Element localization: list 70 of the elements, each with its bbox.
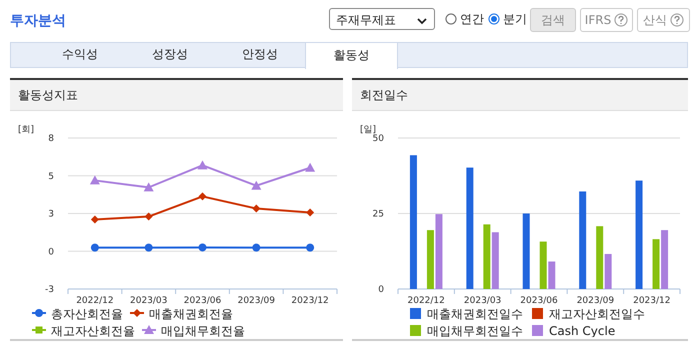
x-tick-label: 2023/06 bbox=[184, 296, 222, 306]
x-tick-label: 2023/09 bbox=[238, 296, 276, 306]
bar bbox=[652, 239, 660, 289]
y-tick-label: 50 bbox=[372, 134, 384, 144]
bar bbox=[540, 242, 547, 289]
bar bbox=[522, 214, 530, 289]
chart-title: 활동성지표 bbox=[10, 80, 343, 111]
bar bbox=[426, 230, 434, 289]
y-tick-label: 8 bbox=[48, 134, 54, 144]
point bbox=[144, 212, 153, 221]
point bbox=[90, 244, 99, 252]
y-tick-label: 0 bbox=[48, 247, 54, 258]
x-tick-label: 2023/09 bbox=[576, 296, 614, 306]
text: 수익성 bbox=[61, 46, 99, 63]
bar bbox=[604, 254, 612, 289]
point bbox=[90, 216, 99, 224]
point bbox=[198, 192, 206, 200]
text: 투자분석 bbox=[10, 12, 66, 30]
legend-label: 재고자산회전율 bbox=[51, 324, 135, 338]
x-tick-label: 2023/12 bbox=[633, 296, 670, 306]
text: 연간 bbox=[459, 11, 484, 28]
point bbox=[144, 244, 153, 252]
point bbox=[306, 244, 314, 252]
bar bbox=[636, 180, 643, 289]
y-tick-label: 25 bbox=[372, 210, 384, 220]
point bbox=[198, 160, 208, 170]
point bbox=[306, 208, 314, 216]
legend-label: 매입채무회전율 bbox=[161, 324, 245, 338]
point bbox=[90, 175, 100, 184]
point bbox=[198, 243, 206, 252]
legend-label: 매입채무회전일수 bbox=[427, 324, 523, 338]
bar bbox=[483, 224, 490, 289]
x-tick-label: 2023/06 bbox=[520, 296, 558, 306]
bar bbox=[548, 262, 556, 289]
point bbox=[252, 204, 260, 213]
bar bbox=[579, 191, 586, 289]
bar bbox=[661, 230, 668, 289]
text: 안정성 bbox=[241, 46, 279, 63]
point bbox=[251, 180, 262, 190]
y-tick-label: 5 bbox=[48, 172, 54, 182]
x-tick-label: 2022/12 bbox=[76, 296, 114, 306]
bar bbox=[410, 155, 417, 289]
bar bbox=[435, 214, 442, 289]
y-tick-label: 0 bbox=[378, 285, 384, 295]
y-tick-label: -3 bbox=[45, 285, 54, 295]
y-axis-title: [일] bbox=[360, 125, 376, 135]
legend-label: 재고자산회전일수 bbox=[549, 307, 645, 321]
y-axis-title: [회] bbox=[18, 125, 34, 135]
x-tick-label: 2023/03 bbox=[464, 296, 502, 306]
x-tick-label: 2023/12 bbox=[291, 296, 329, 306]
point bbox=[144, 182, 154, 192]
x-tick-label: 2023/03 bbox=[130, 296, 168, 306]
text: 검색 bbox=[530, 8, 576, 32]
y-tick-label: 3 bbox=[48, 210, 54, 220]
bar bbox=[596, 226, 604, 289]
text: 활동성 bbox=[305, 42, 398, 69]
point bbox=[252, 244, 260, 252]
bar bbox=[492, 232, 499, 289]
text: IFRS bbox=[580, 8, 633, 32]
point bbox=[305, 162, 316, 172]
chart-title: 회전일수 bbox=[352, 80, 688, 111]
legend-label: 총자산회전율 bbox=[51, 307, 123, 321]
legend-label: 매출채권회전율 bbox=[149, 307, 233, 321]
legend-label: 매출채권회전일수 bbox=[427, 307, 523, 321]
bar bbox=[466, 168, 474, 289]
text: 성장성 bbox=[151, 46, 189, 63]
text: 주재무제표 bbox=[329, 8, 435, 30]
text: 분기 bbox=[502, 11, 527, 28]
text: 산식 bbox=[637, 8, 690, 32]
x-tick-label: 2022/12 bbox=[408, 296, 445, 306]
